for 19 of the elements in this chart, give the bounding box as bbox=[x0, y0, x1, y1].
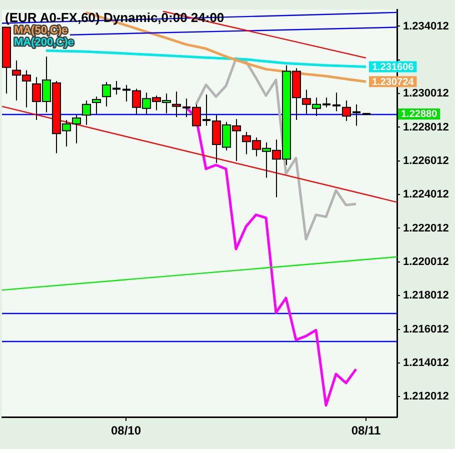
y-tick-label: 1.218012 bbox=[403, 290, 449, 302]
ref-line-label: 1.22880 bbox=[401, 109, 438, 120]
series-label: MA(50,C)e bbox=[14, 24, 68, 37]
y-tick-label: 1.234012 bbox=[403, 20, 449, 32]
y-tick-label: 1.222012 bbox=[403, 222, 449, 234]
y-tick-label: 1.224012 bbox=[403, 188, 449, 201]
y-tick-label: 1.226012 bbox=[403, 154, 449, 167]
series-label: MA(200,C)e bbox=[14, 36, 74, 49]
y-tick-label: 1.230012 bbox=[403, 88, 449, 100]
x-tick-label: 08/11 bbox=[351, 424, 382, 438]
y-tick-label: 1.220012 bbox=[403, 256, 449, 268]
y-tick-label: 1.214012 bbox=[403, 356, 449, 369]
y-tick-label: 1.228012 bbox=[403, 121, 449, 134]
y-tick-label: 1.212012 bbox=[403, 390, 449, 403]
y-tick-label: 1.216012 bbox=[403, 323, 449, 336]
x-tick-label: 08/10 bbox=[110, 424, 142, 438]
candlestick bbox=[332, 92, 340, 112]
data-label: 1.231606 bbox=[372, 62, 414, 73]
data-label: 1.230724 bbox=[372, 76, 414, 88]
